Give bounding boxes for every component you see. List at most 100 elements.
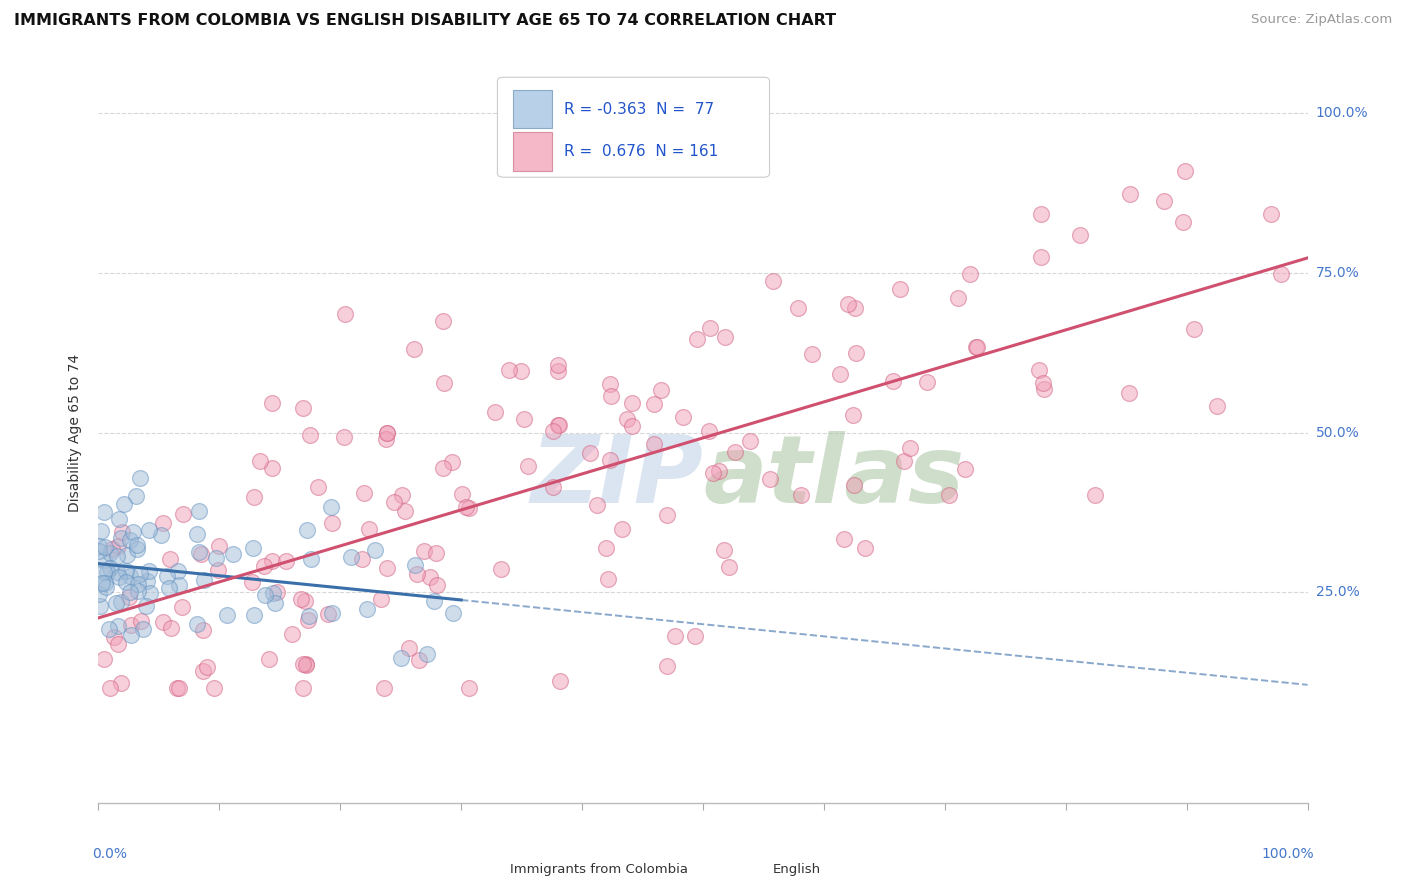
Point <box>419 570 441 584</box>
Point <box>697 424 720 438</box>
Point <box>103 630 125 644</box>
Point <box>1171 215 1194 229</box>
Point <box>98 561 121 575</box>
Point <box>489 562 512 576</box>
Point <box>295 658 318 673</box>
Point <box>893 454 915 468</box>
Point <box>202 681 225 695</box>
Point <box>127 583 149 598</box>
Point <box>172 599 194 614</box>
Point <box>108 511 131 525</box>
Point <box>842 478 865 492</box>
Point <box>541 480 564 494</box>
Point <box>356 602 378 616</box>
Point <box>217 608 239 623</box>
Text: English: English <box>773 863 821 876</box>
Point <box>167 578 190 592</box>
Point <box>297 613 319 627</box>
Point <box>432 376 454 390</box>
Point <box>299 552 322 566</box>
Point <box>547 417 569 432</box>
Text: R =  0.676  N = 161: R = 0.676 N = 161 <box>564 144 718 159</box>
Point <box>548 674 571 689</box>
Point <box>541 425 564 439</box>
Point <box>650 383 672 397</box>
Point <box>112 497 135 511</box>
Point <box>186 617 208 632</box>
Point <box>406 567 429 582</box>
Point <box>738 434 761 449</box>
Point <box>298 608 321 623</box>
Point <box>138 565 160 579</box>
Point <box>120 533 142 547</box>
Point <box>498 363 520 377</box>
Point <box>207 563 229 577</box>
Point <box>129 471 152 485</box>
Point <box>93 565 115 579</box>
Point <box>136 574 159 589</box>
Point <box>512 412 534 426</box>
Point <box>599 376 621 391</box>
Text: 100.0%: 100.0% <box>1316 106 1368 120</box>
Point <box>1174 164 1197 178</box>
Point <box>281 626 304 640</box>
Point <box>714 330 737 344</box>
Point <box>260 396 283 410</box>
Point <box>93 553 115 567</box>
Point <box>373 681 395 695</box>
Point <box>115 564 138 578</box>
Point <box>457 500 479 515</box>
Point <box>120 618 142 632</box>
Bar <box>513 132 553 170</box>
Point <box>357 522 380 536</box>
Point <box>262 586 284 600</box>
Point <box>1028 362 1050 376</box>
FancyBboxPatch shape <box>498 78 769 178</box>
Point <box>579 446 602 460</box>
Point <box>664 629 686 643</box>
Point <box>423 593 446 607</box>
Point <box>94 540 117 554</box>
Point <box>101 541 124 556</box>
Point <box>404 558 426 573</box>
Point <box>938 488 960 502</box>
Point <box>191 623 214 637</box>
Point <box>110 595 132 609</box>
Point <box>547 358 569 372</box>
Point <box>107 618 129 632</box>
Point <box>828 367 851 381</box>
Point <box>655 659 678 673</box>
Point <box>93 505 115 519</box>
Point <box>108 570 131 584</box>
Point <box>195 659 218 673</box>
Point <box>394 504 416 518</box>
Point <box>295 657 318 672</box>
Point <box>853 541 876 556</box>
Point <box>595 541 617 555</box>
Point <box>243 607 266 622</box>
Point <box>159 552 181 566</box>
Point <box>204 551 226 566</box>
Point <box>965 340 987 354</box>
Point <box>1260 207 1282 221</box>
Point <box>685 629 707 643</box>
Point <box>90 524 112 539</box>
Point <box>253 558 276 573</box>
Point <box>166 681 188 695</box>
Point <box>290 591 312 606</box>
Point <box>416 647 439 661</box>
Point <box>353 486 375 500</box>
Point <box>1069 228 1091 243</box>
Point <box>375 561 398 575</box>
Point <box>266 585 288 599</box>
Point <box>292 681 315 695</box>
Text: Immigrants from Colombia: Immigrants from Colombia <box>509 863 688 876</box>
Point <box>1033 383 1056 397</box>
Point <box>117 590 139 604</box>
Point <box>264 596 287 610</box>
Point <box>131 622 153 636</box>
Point <box>370 592 392 607</box>
Point <box>190 547 212 561</box>
Point <box>243 490 266 504</box>
Point <box>484 405 506 419</box>
